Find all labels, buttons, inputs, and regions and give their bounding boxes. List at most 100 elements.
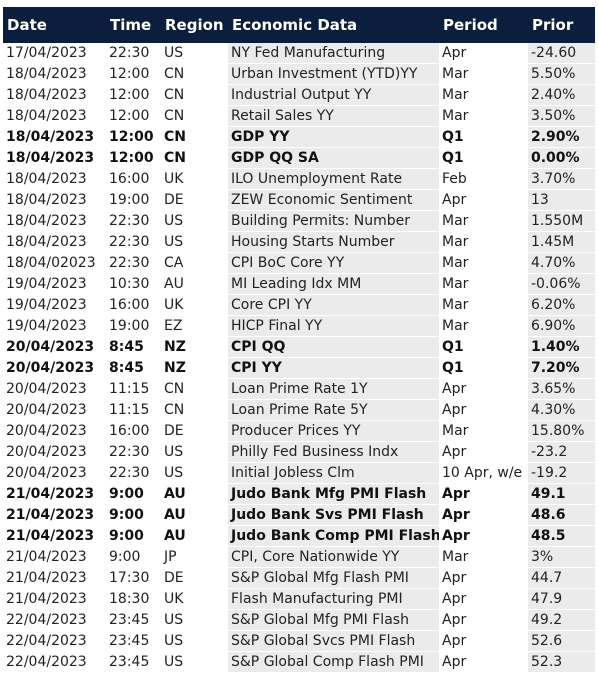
period-cell: Mar [439,420,528,442]
time-cell: 22:30 [106,252,161,274]
table-row: 21/04/2023 9:00 AU Judo Bank Comp PMI Flash… [3,525,595,547]
time-cell: 9:00 [106,525,161,547]
table-row: 21/04/2023 17:30 DE S&P Global Mfg Flash PM… [3,567,595,589]
time-cell: 23:45 [106,630,161,652]
region-cell: US [161,231,228,253]
period-cell: Mar [439,273,528,295]
period-cell: Apr [439,567,528,589]
period-cell: Q1 [439,126,528,148]
region-cell: JP [161,546,228,568]
time-cell: 18:30 [106,588,161,610]
period-cell: Q1 [439,336,528,358]
date-cell: 21/04/2023 [3,567,106,589]
time-cell: 9:00 [106,504,161,526]
economic-data-cell: CPI BoC Core YY [228,252,439,274]
prior-cell: 15.80% [528,420,595,442]
date-cell: 18/04/2023 [3,84,106,106]
table-row: 19/04/2023 10:30 AU MI Leading Idx MM Mar -0.… [3,273,595,295]
period-cell: Apr [439,630,528,652]
period-cell: Mar [439,210,528,232]
prior-cell: 1.45M [528,231,595,253]
time-cell: 16:00 [106,420,161,442]
prior-cell: 5.50% [528,63,595,85]
economic-data-cell: Industrial Output YY [228,84,439,106]
region-cell: AU [161,483,228,505]
period-cell: Apr [439,504,528,526]
period-cell: Apr [439,588,528,610]
prior-cell: 0.00% [528,147,595,169]
time-cell: 16:00 [106,294,161,316]
prior-cell: -0.06% [528,273,595,295]
prior-cell: 2.40% [528,84,595,106]
time-cell: 12:00 [106,105,161,127]
date-cell: 18/04/2023 [3,168,106,190]
date-cell: 22/04/2023 [3,609,106,631]
prior-cell: 3% [528,546,595,568]
table-row: 18/04/2023 12:00 CN Industrial Output YY Mar… [3,84,595,106]
economic-data-cell: Initial Jobless Clm [228,462,439,484]
prior-cell: 48.5 [528,525,595,547]
period-cell: Feb [439,168,528,190]
period-cell: Apr [439,399,528,421]
economic-data-cell: Philly Fed Business Indx [228,441,439,463]
prior-cell: 4.70% [528,252,595,274]
region-cell: UK [161,588,228,610]
prior-cell: 13 [528,189,595,211]
table-row: 19/04/2023 19:00 EZ HICP Final YY Mar 6.90% [3,315,595,337]
economic-data-cell: Judo Bank Comp PMI Flash [228,525,439,547]
prior-cell: 47.9 [528,588,595,610]
economic-data-cell: ZEW Economic Sentiment [228,189,439,211]
prior-cell: 48.6 [528,504,595,526]
period-cell: Mar [439,546,528,568]
date-cell: 18/04/2023 [3,105,106,127]
period-cell: Mar [439,105,528,127]
region-cell: CN [161,63,228,85]
economic-data-cell: S&P Global Mfg Flash PMI [228,567,439,589]
economic-data-cell: Judo Bank Svs PMI Flash [228,504,439,526]
table-header: Date Time Region Economic Data Period Pr… [3,7,595,43]
table-row: 18/04/02023 22:30 CA CPI BoC Core YY Mar 4.70… [3,252,595,274]
prior-cell: 6.90% [528,315,595,337]
period-cell: Apr [439,483,528,505]
time-cell: 22:30 [106,43,161,64]
economic-data-cell: MI Leading Idx MM [228,273,439,295]
prior-cell: 49.2 [528,609,595,631]
economic-data-cell: Judo Bank Mfg PMI Flash [228,483,439,505]
region-cell: DE [161,189,228,211]
economic-data-cell: GDP YY [228,126,439,148]
economic-data-cell: Flash Manufacturing PMI [228,588,439,610]
prior-cell: 7.20% [528,357,595,379]
date-cell: 21/04/2023 [3,504,106,526]
date-cell: 18/04/2023 [3,189,106,211]
time-cell: 12:00 [106,126,161,148]
time-cell: 19:00 [106,315,161,337]
period-cell: Mar [439,252,528,274]
prior-cell: 4.30% [528,399,595,421]
prior-cell: 1.40% [528,336,595,358]
date-cell: 21/04/2023 [3,483,106,505]
date-cell: 22/04/2023 [3,630,106,652]
date-cell: 18/04/2023 [3,210,106,232]
economic-data-cell: HICP Final YY [228,315,439,337]
economic-data-cell: Core CPI YY [228,294,439,316]
region-cell: US [161,441,228,463]
economic-data-cell: ILO Unemployment Rate [228,168,439,190]
region-cell: CA [161,252,228,274]
period-cell: Q1 [439,357,528,379]
region-cell: AU [161,273,228,295]
prior-cell: 3.70% [528,168,595,190]
table-row: 18/04/2023 19:00 DE ZEW Economic Sentiment A… [3,189,595,211]
region-cell: US [161,462,228,484]
date-cell: 22/04/2023 [3,651,106,673]
period-cell: Mar [439,315,528,337]
column-header-time: Time [110,16,152,34]
economic-data-cell: CPI YY [228,357,439,379]
period-cell: Apr [439,609,528,631]
region-cell: US [161,43,228,64]
region-cell: UK [161,294,228,316]
date-cell: 19/04/2023 [3,273,106,295]
time-cell: 23:45 [106,609,161,631]
economic-data-cell: CPI QQ [228,336,439,358]
economic-data-cell: Housing Starts Number [228,231,439,253]
date-cell: 20/04/2023 [3,420,106,442]
